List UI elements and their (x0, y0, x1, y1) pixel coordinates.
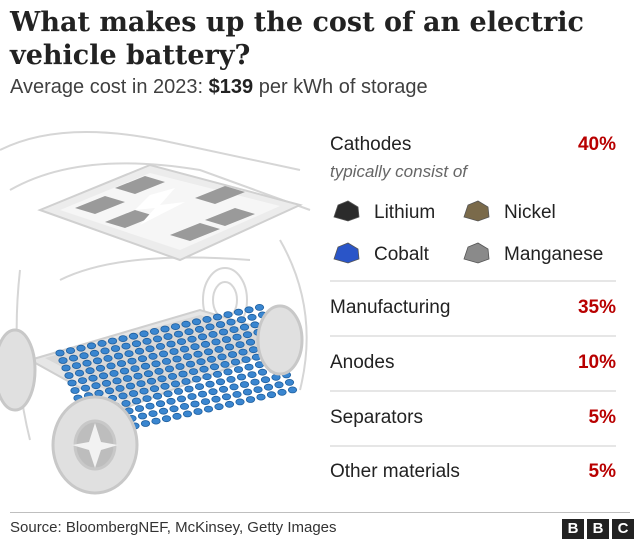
chart-subtitle: Average cost in 2023: $139 per kWh of st… (10, 76, 428, 99)
value-label: 5% (589, 407, 617, 428)
category-label: Anodes (330, 352, 394, 373)
subtitle-prefix: Average cost in 2023: (10, 76, 209, 98)
bbc-logo-letter-2: B (587, 519, 609, 539)
value-label: 10% (578, 352, 616, 373)
cathode-note: typically consist of (330, 162, 469, 181)
category-label: Manufacturing (330, 297, 450, 318)
category-label: Other materials (330, 461, 460, 482)
subtitle-suffix: per kWh of storage (253, 76, 428, 98)
ev-battery-illustration (0, 131, 311, 495)
nickel-rock-icon (463, 200, 490, 222)
bbc-logo-letter-3: C (612, 519, 634, 539)
value-label: 40% (578, 134, 616, 155)
subtitle-value: $139 (208, 76, 254, 98)
source-note: Source: BloombergNEF, McKinsey, Getty Im… (10, 519, 337, 536)
footer-divider (10, 512, 630, 513)
value-label: 5% (589, 461, 617, 482)
bbc-logo: B B C (562, 519, 634, 539)
material-label: Lithium (374, 202, 435, 223)
cobalt-rock-icon (333, 242, 360, 264)
value-label: 35% (578, 297, 616, 318)
material-label: Cobalt (374, 244, 430, 265)
manganese-rock-icon (463, 242, 490, 264)
material-label: Manganese (504, 244, 603, 265)
category-label: Separators (330, 407, 423, 428)
category-label: Cathodes (330, 134, 411, 155)
lithium-rock-icon (333, 200, 360, 222)
material-label: Nickel (504, 202, 556, 223)
chart-title: What makes up the cost of an electric ve… (10, 7, 584, 71)
bbc-logo-letter-1: B (562, 519, 584, 539)
